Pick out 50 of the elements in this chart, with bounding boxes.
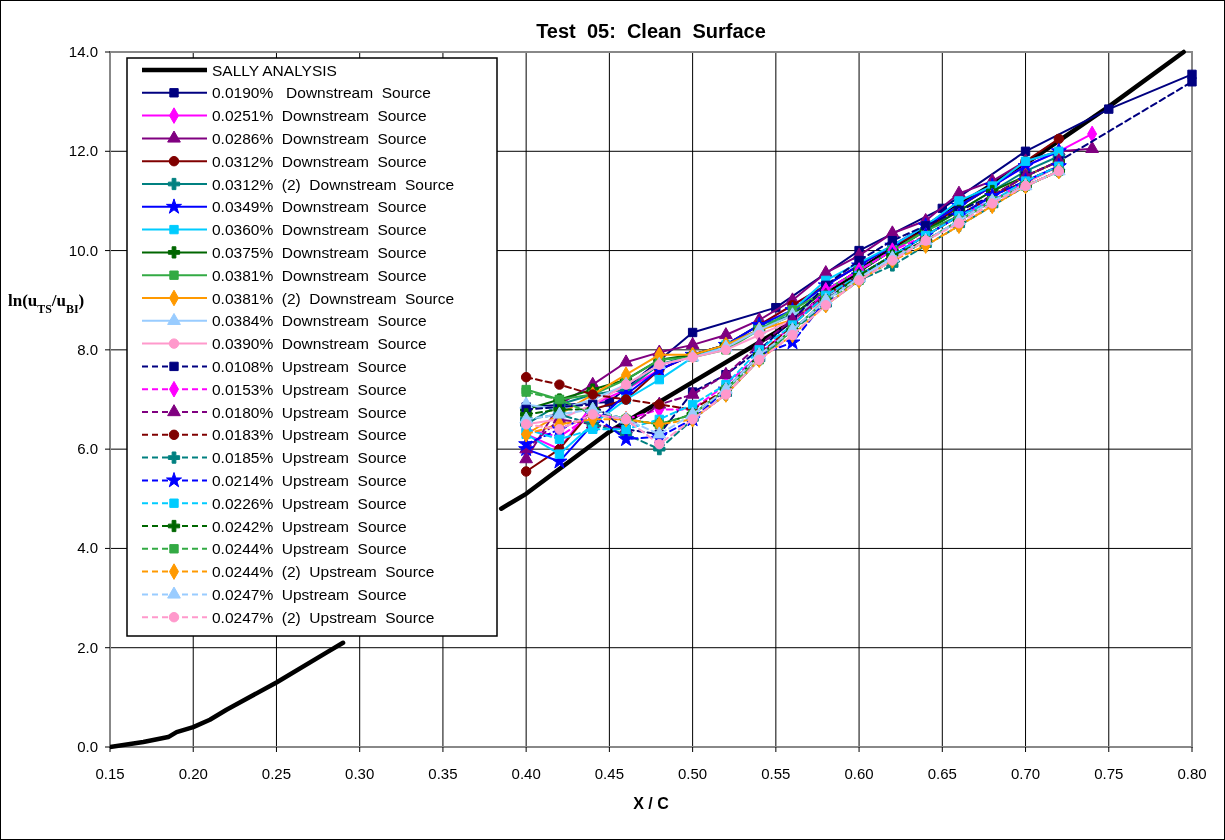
legend-label: 0.0108% Upstream Source [212,357,407,375]
x-tick-label: 0.25 [261,765,292,782]
x-tick-label: 0.40 [511,765,541,782]
chart-title: Test 05: Clean Surface [536,20,766,42]
legend-label: 0.0390% Downstream Source [212,335,427,353]
x-tick-label: 0.35 [428,765,458,782]
legend-label: 0.0247% (2) Upstream Source [212,608,435,626]
x-tick-label: 0.50 [678,765,708,782]
y-tick-label: 0.0 [77,738,98,755]
y-tick-label: 12.0 [68,142,98,160]
legend-label: 0.0244% Upstream Source [212,540,407,558]
legend-label: 0.0153% Upstream Source [212,380,407,398]
x-axis-title: X / C [633,795,670,812]
legend-label: 0.0384% Downstream Source [212,312,427,330]
x-tick-label: 0.70 [1010,765,1041,782]
legend-label: 0.0247% Upstream Source [212,585,407,603]
y-tick-label: 4.0 [77,539,98,557]
y-tick-label: 10.0 [68,241,98,259]
legend-label: 0.0214% Upstream Source [212,471,407,489]
y-tick-label: 2.0 [77,638,98,656]
x-tick-label: 0.65 [927,765,957,782]
x-tick-label: 0.55 [761,765,791,782]
x-tick-label: 0.60 [844,765,874,782]
legend-label: 0.0242% Upstream Source [212,517,407,535]
x-tick-label: 0.75 [1094,765,1124,782]
y-tick-label: 6.0 [77,440,98,458]
legend-label: 0.0190% Downstream Source [212,84,431,102]
legend-label: 0.0312% (2) Downstream Source [212,175,455,193]
y-axis-title: ln(u$_{TS}$/u$_{BI}$) [8,291,85,316]
legend-label: 0.0312% Downstream Source [212,152,427,170]
legend-label: 0.0349% Downstream Source [212,198,427,216]
legend-label: 0.0360% Downstream Source [212,221,427,239]
legend-label: 0.0286% Downstream Source [212,129,427,147]
legend-label: 0.0381% (2) Downstream Source [212,289,455,307]
x-tick-label: 0.20 [178,765,208,782]
y-tick-label: 14.0 [68,43,98,60]
legend-label: 0.0185% Upstream Source [212,449,407,467]
legend-label: 0.0183% Upstream Source [212,426,407,444]
legend-label: 0.0244% (2) Upstream Source [212,563,435,581]
legend-label: 0.0226% Upstream Source [212,494,407,512]
legend-label: 0.0381% Downstream Source [212,266,427,284]
y-tick-label: 8.0 [77,340,98,358]
legend-label: 0.0251% Downstream Source [212,107,427,125]
legend-label: 0.0180% Upstream Source [212,403,407,421]
legend-label: 0.0375% Downstream Source [212,243,427,261]
x-tick-label: 0.15 [95,765,125,782]
x-tick-label: 0.80 [1177,765,1207,782]
legend-label: SALLY ANALYSIS [212,61,337,79]
x-tick-label: 0.45 [594,765,624,782]
x-tick-label: 0.30 [345,765,375,782]
